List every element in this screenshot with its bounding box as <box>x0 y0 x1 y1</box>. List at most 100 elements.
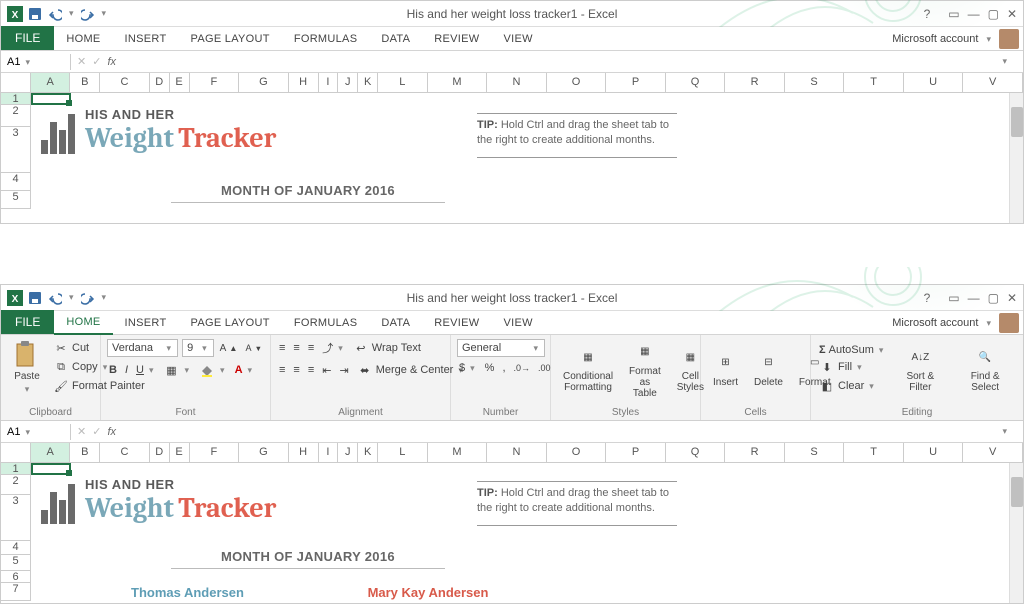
paste-button[interactable]: Paste▾ <box>7 339 47 397</box>
font-name-combo[interactable]: Verdana▾ <box>107 339 178 357</box>
row-header-4[interactable]: 4 <box>1 541 31 555</box>
col-header-P[interactable]: P <box>606 443 666 462</box>
number-format-combo[interactable]: General▾ <box>457 339 545 357</box>
minimize-icon[interactable]: — <box>968 7 980 21</box>
avatar[interactable] <box>999 29 1019 49</box>
col-header-C[interactable]: C <box>100 73 150 92</box>
name-box[interactable]: A1 ▾ <box>1 54 71 70</box>
tab-file[interactable]: FILE <box>1 310 54 334</box>
col-header-H[interactable]: H <box>289 443 319 462</box>
close-icon[interactable]: ✕ <box>1007 7 1017 21</box>
comma-button[interactable]: , <box>500 361 507 375</box>
qat-customize-icon[interactable]: ▾ <box>100 8 109 19</box>
bold-button[interactable]: B <box>107 363 119 377</box>
vertical-scrollbar[interactable] <box>1009 93 1023 223</box>
tab-page-layout[interactable]: PAGE LAYOUT <box>179 312 282 334</box>
ms-account[interactable]: Microsoft account▾ <box>892 313 1019 333</box>
col-header-G[interactable]: G <box>239 73 289 92</box>
col-header-I[interactable]: I <box>319 73 339 92</box>
delete-cells-button[interactable]: ⊟Delete <box>748 349 789 390</box>
row-header-1[interactable]: 1 <box>1 463 31 475</box>
col-header-G[interactable]: G <box>239 443 289 462</box>
align-top-button[interactable]: ≡ <box>277 341 287 355</box>
col-header-E[interactable]: E <box>170 443 190 462</box>
col-header-F[interactable]: F <box>190 73 240 92</box>
find-select-button[interactable]: 🔍Find & Select <box>953 343 1017 395</box>
select-all-corner[interactable] <box>1 443 31 462</box>
maximize-icon[interactable]: ▢ <box>988 7 999 21</box>
fill-button[interactable]: ⬇Fill▾ <box>817 358 887 376</box>
fx-cancel-icon[interactable]: ✕ <box>77 425 86 438</box>
help-icon[interactable]: ? <box>924 7 931 21</box>
row-header-2[interactable]: 2 <box>1 475 31 495</box>
col-header-D[interactable]: D <box>150 443 170 462</box>
redo-icon[interactable] <box>80 6 96 22</box>
font-size-combo[interactable]: 9▾ <box>182 339 214 357</box>
tab-formulas[interactable]: FORMULAS <box>282 28 370 50</box>
col-header-U[interactable]: U <box>904 443 964 462</box>
name-box[interactable]: A1 ▾ <box>1 424 71 440</box>
tab-home[interactable]: HOME <box>54 28 112 50</box>
tab-view[interactable]: VIEW <box>491 28 544 50</box>
col-header-Q[interactable]: Q <box>666 73 726 92</box>
col-header-R[interactable]: R <box>725 443 785 462</box>
cells-area[interactable]: HIS AND HER Weight Tracker TIP: Hold Ctr… <box>31 93 1023 223</box>
align-right-button[interactable]: ≡ <box>306 363 316 377</box>
fill-color-button[interactable]: ▾ <box>197 361 229 379</box>
col-header-Q[interactable]: Q <box>666 443 726 462</box>
col-header-A[interactable]: A <box>31 443 71 462</box>
grow-font-button[interactable]: A▲ <box>218 342 240 355</box>
underline-button[interactable]: U▾ <box>134 363 157 377</box>
row-header-2[interactable]: 2 <box>1 105 31 127</box>
shrink-font-button[interactable]: A▼ <box>244 342 264 354</box>
tab-data[interactable]: DATA <box>369 28 422 50</box>
row-header-1[interactable]: 1 <box>1 93 31 105</box>
row-header-5[interactable]: 5 <box>1 191 31 209</box>
fx-icon[interactable]: fx <box>107 426 116 438</box>
orientation-button[interactable]: ⤴▾ <box>320 339 347 357</box>
tab-home[interactable]: HOME <box>54 311 112 335</box>
wrap-text-button[interactable]: ↩Wrap Text <box>351 339 423 357</box>
cells-area[interactable]: HIS AND HER Weight Tracker TIP: Hold Ctr… <box>31 463 1023 603</box>
indent-dec-button[interactable]: ⇤ <box>320 363 333 378</box>
row-header-4[interactable]: 4 <box>1 173 31 191</box>
ms-account[interactable]: Microsoft account▾ <box>892 29 1019 49</box>
tab-page-layout[interactable]: PAGE LAYOUT <box>179 28 282 50</box>
help-icon[interactable]: ? <box>924 291 931 305</box>
percent-button[interactable]: % <box>483 361 497 375</box>
col-header-B[interactable]: B <box>70 73 100 92</box>
indent-inc-button[interactable]: ⇥ <box>337 363 350 378</box>
col-header-L[interactable]: L <box>378 443 428 462</box>
col-header-S[interactable]: S <box>785 73 845 92</box>
close-icon[interactable]: ✕ <box>1007 291 1017 305</box>
col-header-J[interactable]: J <box>338 443 358 462</box>
avatar[interactable] <box>999 313 1019 333</box>
col-header-F[interactable]: F <box>190 443 240 462</box>
font-color-button[interactable]: A▾ <box>233 363 256 377</box>
row-header-6[interactable]: 6 <box>1 571 31 583</box>
col-header-A[interactable]: A <box>31 73 71 92</box>
col-header-B[interactable]: B <box>70 443 100 462</box>
col-header-R[interactable]: R <box>725 73 785 92</box>
col-header-O[interactable]: O <box>547 443 607 462</box>
conditional-formatting-button[interactable]: ▦Conditional Formatting <box>557 343 619 395</box>
col-header-V[interactable]: V <box>963 73 1023 92</box>
tab-formulas[interactable]: FORMULAS <box>282 312 370 334</box>
col-header-K[interactable]: K <box>358 443 378 462</box>
ribbon-options-icon[interactable]: ▭ <box>948 291 959 305</box>
tab-file[interactable]: FILE <box>1 26 54 50</box>
align-middle-button[interactable]: ≡ <box>291 341 301 355</box>
autosum-button[interactable]: Σ AutoSum▾ <box>817 343 887 357</box>
redo-icon[interactable] <box>80 290 96 306</box>
row-header-7[interactable]: 7 <box>1 583 31 601</box>
row-header-5[interactable]: 5 <box>1 555 31 571</box>
select-all-corner[interactable] <box>1 73 31 92</box>
undo-icon[interactable] <box>47 6 63 22</box>
row-header-3[interactable]: 3 <box>1 127 31 173</box>
tab-review[interactable]: REVIEW <box>422 312 491 334</box>
tab-insert[interactable]: INSERT <box>113 312 179 334</box>
col-header-V[interactable]: V <box>963 443 1023 462</box>
fx-enter-icon[interactable]: ✓ <box>92 425 101 438</box>
italic-button[interactable]: I <box>123 363 130 377</box>
align-bottom-button[interactable]: ≡ <box>306 341 316 355</box>
